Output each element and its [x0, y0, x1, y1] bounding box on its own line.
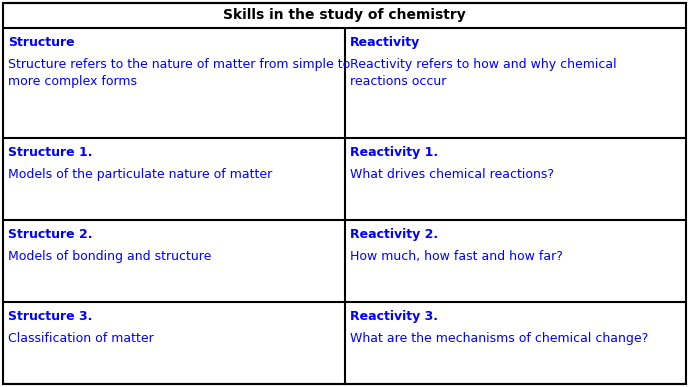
Text: Reactivity: Reactivity [349, 36, 420, 49]
Text: Structure 1.: Structure 1. [8, 146, 92, 159]
Text: reactions occur: reactions occur [349, 75, 446, 88]
Text: Skills in the study of chemistry: Skills in the study of chemistry [223, 9, 466, 22]
Text: What drives chemical reactions?: What drives chemical reactions? [349, 168, 553, 181]
Text: Classification of matter: Classification of matter [8, 332, 154, 345]
Text: Structure 2.: Structure 2. [8, 228, 92, 241]
Text: Reactivity 3.: Reactivity 3. [349, 310, 438, 323]
Text: Reactivity 1.: Reactivity 1. [349, 146, 438, 159]
Text: How much, how fast and how far?: How much, how fast and how far? [349, 250, 562, 263]
Text: Structure refers to the nature of matter from simple to: Structure refers to the nature of matter… [8, 58, 350, 71]
Text: What are the mechanisms of chemical change?: What are the mechanisms of chemical chan… [349, 332, 648, 345]
Text: Reactivity 2.: Reactivity 2. [349, 228, 438, 241]
Text: Structure: Structure [8, 36, 74, 49]
Text: Reactivity refers to how and why chemical: Reactivity refers to how and why chemica… [349, 58, 616, 71]
Text: Models of bonding and structure: Models of bonding and structure [8, 250, 212, 263]
Text: more complex forms: more complex forms [8, 75, 137, 88]
Text: Structure 3.: Structure 3. [8, 310, 92, 323]
Text: Models of the particulate nature of matter: Models of the particulate nature of matt… [8, 168, 272, 181]
